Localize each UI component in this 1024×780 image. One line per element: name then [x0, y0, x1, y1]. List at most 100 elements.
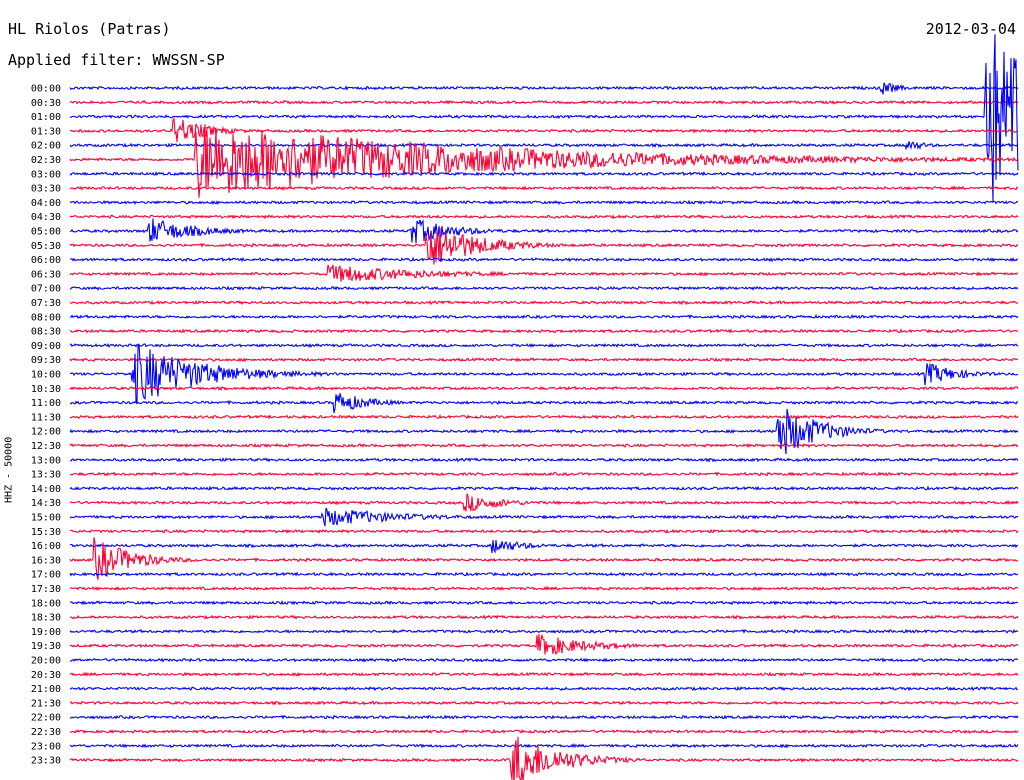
- row-tick-label: 07:00: [31, 284, 61, 295]
- row-tick-label: 11:30: [31, 412, 61, 423]
- trace-line: [69, 507, 1019, 527]
- trace-line: [69, 685, 1019, 692]
- trace-line: [70, 116, 1019, 142]
- row-tick-label: 00:30: [31, 98, 61, 109]
- station-title: HL Riolos (Patras): [8, 20, 171, 38]
- trace-line: [69, 285, 1019, 291]
- row-tick-label: 22:00: [31, 713, 61, 724]
- trace-line: [69, 343, 1019, 405]
- row-tick-label: 22:30: [31, 727, 61, 738]
- row-tick-label: 01:30: [31, 126, 61, 137]
- row-tick-label: 06:30: [31, 269, 61, 280]
- trace-line: [69, 393, 1019, 414]
- row-tick-label: 17:00: [31, 570, 61, 581]
- trace-line: [69, 528, 1019, 535]
- row-tick-label: 07:30: [31, 298, 61, 309]
- trace-line: [69, 314, 1019, 320]
- trace-line: [69, 342, 1019, 348]
- trace-line: [69, 714, 1019, 720]
- trace-line: [69, 485, 1019, 492]
- row-tick-label: 03:00: [31, 169, 61, 180]
- row-tick-label: 17:30: [31, 584, 61, 595]
- trace-line: [69, 728, 1019, 735]
- row-tick-label: 20:30: [31, 670, 61, 681]
- trace-line: [69, 185, 1019, 191]
- trace-line: [69, 742, 1019, 749]
- trace-line: [69, 99, 1019, 105]
- trace-line: [69, 537, 1018, 580]
- row-tick-label: 18:30: [31, 613, 61, 624]
- row-tick-label: 02:00: [31, 141, 61, 152]
- filter-label: Applied filter: WWSSN-SP: [8, 51, 225, 69]
- trace-line: [69, 214, 1019, 220]
- row-tick-label: 21:30: [31, 698, 61, 709]
- trace-line: [69, 585, 1019, 592]
- trace-line: [69, 199, 1019, 206]
- row-tick-label: 23:30: [31, 756, 61, 767]
- trace-line: [69, 700, 1019, 706]
- row-tick-label: 08:30: [31, 327, 61, 338]
- trace-line: [69, 614, 1019, 620]
- row-tick-label: 04:00: [31, 198, 61, 209]
- row-tick-label: 21:00: [31, 684, 61, 695]
- row-tick-label: 18:00: [31, 598, 61, 609]
- row-tick-label: 20:00: [31, 656, 61, 667]
- trace-line: [70, 671, 1019, 677]
- trace-line: [69, 328, 1019, 334]
- row-tick-label: 14:00: [31, 484, 61, 495]
- trace-line: [69, 571, 1019, 577]
- row-tick-label: 06:00: [31, 255, 61, 266]
- row-tick-label: 16:30: [31, 555, 61, 566]
- row-tick-label: 05:30: [31, 241, 61, 252]
- row-tick-label: 14:30: [31, 498, 61, 509]
- trace-line: [69, 414, 1019, 420]
- trace-line: [69, 34, 1019, 203]
- trace-line: [69, 408, 1019, 455]
- trace-line: [69, 256, 1019, 263]
- row-tick-label: 16:00: [31, 541, 61, 552]
- row-tick-label: 19:30: [31, 641, 61, 652]
- row-tick-label: 12:00: [31, 427, 61, 438]
- row-tick-label: 09:00: [31, 341, 61, 352]
- trace-line: [69, 141, 1019, 151]
- row-tick-label: 15:00: [31, 513, 61, 524]
- row-tick-label: 23:00: [31, 741, 61, 752]
- trace-line: [69, 457, 1019, 463]
- trace-line: [69, 264, 1019, 282]
- trace-line: [69, 442, 1019, 449]
- trace-line: [69, 628, 1019, 635]
- trace-line: [69, 634, 1019, 656]
- trace-line: [69, 385, 1019, 392]
- row-tick-label: 04:30: [31, 212, 61, 223]
- trace-line: [69, 471, 1019, 477]
- row-tick-label: 13:00: [31, 455, 61, 466]
- trace-line: [69, 736, 1019, 780]
- trace-line: [69, 170, 1019, 177]
- trace-line: [69, 600, 1019, 606]
- row-tick-label: 19:00: [31, 627, 61, 638]
- trace-line: [69, 657, 1019, 663]
- row-tick-label: 09:30: [31, 355, 61, 366]
- trace-line: [69, 124, 1019, 198]
- row-tick-label: 10:30: [31, 384, 61, 395]
- trace-line: [69, 493, 1019, 512]
- row-tick-label: 12:30: [31, 441, 61, 452]
- row-tick-label: 15:30: [31, 527, 61, 538]
- row-tick-label: 02:30: [31, 155, 61, 166]
- row-tick-label: 01:00: [31, 112, 61, 123]
- row-tick-label: 10:00: [31, 370, 61, 381]
- trace-line: [69, 299, 1019, 306]
- row-tick-label: 00:00: [31, 84, 61, 95]
- row-tick-label: 05:00: [31, 227, 61, 238]
- trace-line: [69, 218, 1019, 244]
- date-label: 2012-03-04: [925, 20, 1016, 38]
- trace-line: [69, 356, 1019, 363]
- row-tick-label: 03:30: [31, 184, 61, 195]
- row-tick-label: 13:30: [31, 470, 61, 481]
- trace-line: [69, 82, 1019, 95]
- row-tick-label: 08:00: [31, 312, 61, 323]
- trace-line: [69, 540, 1019, 554]
- row-tick-label: 11:00: [31, 398, 61, 409]
- trace-line: [69, 227, 1019, 265]
